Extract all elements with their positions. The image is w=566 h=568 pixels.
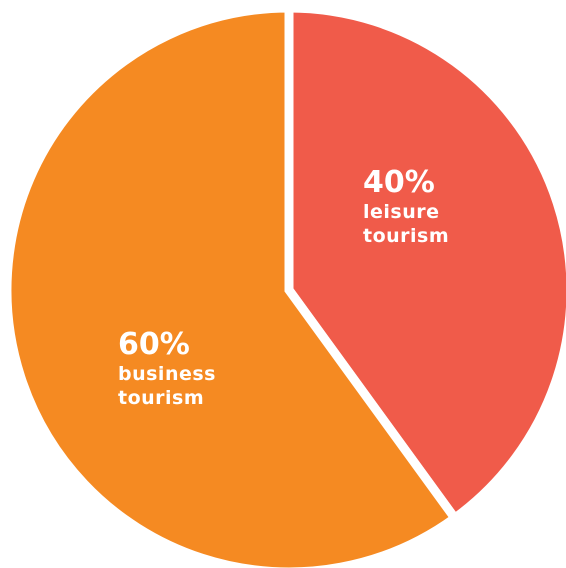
pie-slice-leisure-tourism [284, 3, 566, 525]
slice-name-leisure-line1: leisure [363, 201, 440, 223]
pie-slice-business-tourism [2, 3, 462, 568]
slice-percent-business: 60% [118, 327, 190, 362]
slice-name-business-line1: business [118, 363, 216, 385]
slice-name-business-line2: tourism [118, 386, 205, 409]
slice-percent-leisure: 40% [363, 165, 435, 200]
slice-name-leisure-line2: tourism [363, 224, 450, 247]
slice-label-leisure-tourism: 40% leisure tourism [363, 165, 449, 249]
slice-label-business-tourism: 60% business tourism [118, 327, 216, 411]
